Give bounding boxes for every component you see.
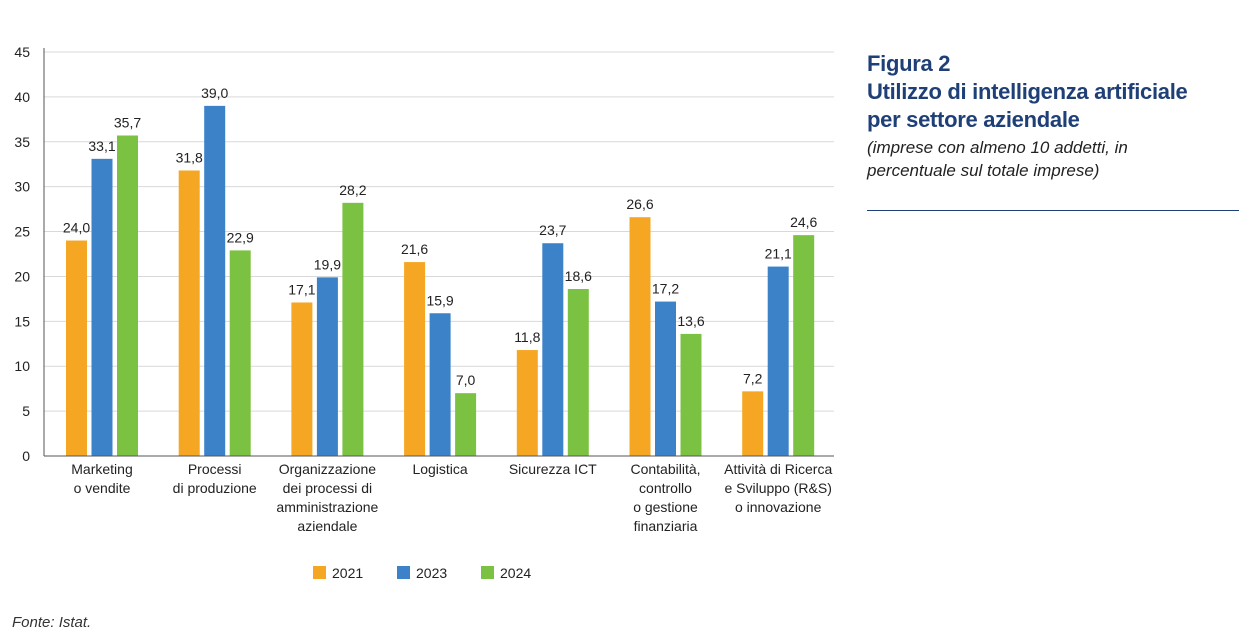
x-category-label: Processi <box>188 461 242 477</box>
x-axis-category-labels: Marketing o vendite Processi di produzione O… <box>71 461 832 534</box>
data-label: 23,7 <box>539 222 566 238</box>
x-category-label: Organizzazione <box>279 461 376 477</box>
y-tick-label: 5 <box>22 403 30 419</box>
y-tick-label: 20 <box>14 268 30 284</box>
bar-2023 <box>204 105 226 456</box>
bar-2024 <box>793 235 815 456</box>
bar-2021 <box>516 350 538 456</box>
data-label: 13,6 <box>677 313 704 329</box>
legend-swatch-2021 <box>313 566 326 579</box>
legend-label-2023: 2023 <box>416 565 447 581</box>
data-label: 7,2 <box>743 370 763 386</box>
data-label: 19,9 <box>314 256 341 272</box>
gridlines <box>44 51 834 412</box>
data-label: 21,1 <box>765 246 792 262</box>
bar-2023 <box>542 243 564 456</box>
x-category-label: finanziaria <box>634 518 698 534</box>
bar-2023 <box>316 277 338 456</box>
bar-2023 <box>429 313 451 456</box>
bar-2024 <box>117 135 138 456</box>
y-tick-label: 25 <box>14 224 30 240</box>
legend-label-2021: 2021 <box>332 565 363 581</box>
bar-2023 <box>91 158 113 456</box>
legend-swatch-2023 <box>397 566 410 579</box>
y-tick-label: 10 <box>14 358 30 374</box>
bar-2021 <box>742 391 764 456</box>
caption-divider <box>867 210 1239 211</box>
data-label: 33,1 <box>88 138 115 154</box>
bar-2024 <box>229 250 251 456</box>
data-label: 24,6 <box>790 214 817 230</box>
x-category-label: amministrazione <box>276 499 378 515</box>
figure-caption: Figura 2 Utilizzo di intelligenza artifi… <box>867 50 1239 182</box>
x-category-label: Attività di Ricerca <box>724 461 832 477</box>
x-category-label: aziendale <box>297 518 357 534</box>
x-category-label: Logistica <box>412 461 467 477</box>
bar-2021 <box>66 240 87 456</box>
x-category-label: o vendite <box>74 480 131 496</box>
bar-2023 <box>767 266 789 456</box>
y-tick-label: 45 <box>14 44 30 60</box>
data-label: 11,8 <box>514 329 540 345</box>
x-category-label: Sicurezza ICT <box>509 461 597 477</box>
bar-2024 <box>567 289 589 456</box>
x-category-label: dei processi di <box>283 480 373 496</box>
figure-title-line-1: Utilizzo di intelligenza artificiale <box>867 79 1188 104</box>
data-label: 39,0 <box>201 85 228 101</box>
y-tick-label: 40 <box>14 89 30 105</box>
legend-label-2024: 2024 <box>500 565 531 581</box>
bar-2021 <box>404 262 426 456</box>
figure-title-line-2: per settore aziendale <box>867 107 1080 132</box>
data-label: 17,2 <box>652 281 679 297</box>
y-tick-label: 0 <box>22 448 30 464</box>
figure-subtitle-line-1: (imprese con almeno 10 addetti, in <box>867 138 1128 157</box>
x-category-label: o innovazione <box>735 499 822 515</box>
source-note: Fonte: Istat. <box>12 614 92 631</box>
legend-swatch-2024 <box>481 566 494 579</box>
data-label: 31,8 <box>176 150 203 166</box>
data-label: 26,6 <box>626 196 653 212</box>
data-label: 28,2 <box>339 182 366 198</box>
bars <box>66 105 815 457</box>
data-label: 15,9 <box>426 292 453 308</box>
legend: 2021 2023 2024 <box>313 565 531 581</box>
x-category-label: e Sviluppo (R&S) <box>725 480 832 496</box>
x-category-label: o gestione <box>633 499 698 515</box>
data-label: 17,1 <box>288 281 315 297</box>
bar-2024 <box>342 202 364 456</box>
data-label: 18,6 <box>565 268 592 284</box>
y-tick-label: 30 <box>14 179 30 195</box>
y-axis-ticks: 0 5 10 15 20 25 30 35 40 45 <box>14 44 30 464</box>
data-labels: 24,0 33,1 35,7 31,8 39,0 22,9 17,1 19,9 28,2 21,6… <box>63 85 818 388</box>
data-label: 35,7 <box>114 114 141 130</box>
data-label: 22,9 <box>227 229 254 245</box>
bar-2021 <box>178 170 200 457</box>
bar-2021 <box>291 302 313 456</box>
x-category-label: Contabilità, <box>630 461 700 477</box>
y-tick-label: 15 <box>14 313 30 329</box>
data-label: 24,0 <box>63 220 90 236</box>
x-category-label: Marketing <box>71 461 132 477</box>
bar-2024 <box>680 333 702 456</box>
x-category-label: di produzione <box>173 480 257 496</box>
data-label: 7,0 <box>456 372 476 388</box>
x-category-label: controllo <box>639 480 692 496</box>
y-tick-label: 35 <box>14 134 30 150</box>
figure-subtitle-line-2: percentuale sul totale imprese) <box>867 161 1100 180</box>
data-label: 21,6 <box>401 241 428 257</box>
bar-2023 <box>655 301 676 456</box>
bar-2024 <box>455 393 477 456</box>
figure-label: Figura 2 <box>867 51 951 76</box>
bar-2021 <box>629 217 651 456</box>
